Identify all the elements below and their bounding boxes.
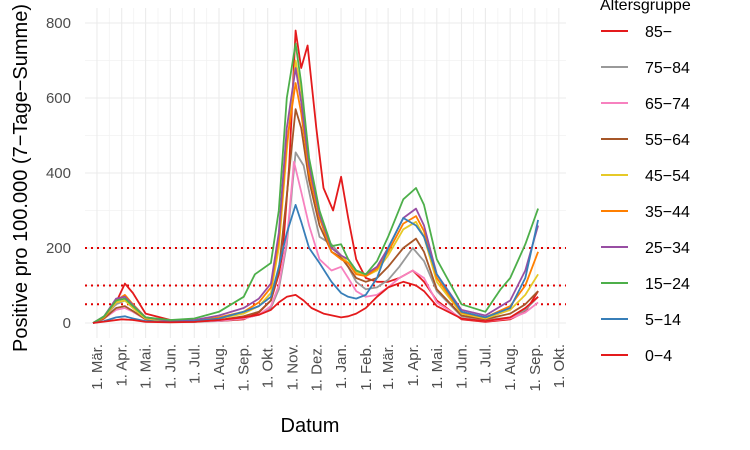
x-tick-label: 1. Okt. (260, 344, 277, 388)
series-lines (92, 29, 539, 324)
y-axis-title: Positive pro 100.000 (7−Tage−Summe) (10, 4, 32, 352)
x-tick-label: 1. Mär. (380, 344, 397, 390)
legend-label: 25−34 (645, 240, 690, 257)
series-line (92, 108, 539, 324)
y-tick-label: 600 (46, 90, 71, 107)
x-tick-label: 1. Aug. (502, 344, 519, 391)
x-tick-label: 1. Jul. (186, 344, 203, 384)
x-tick-label: 1. Feb. (358, 344, 375, 391)
y-axis-ticks: 0 200 400 600 800 (46, 15, 71, 332)
x-tick-label: 1. Mär. (89, 344, 106, 390)
legend-label: 0−4 (645, 348, 672, 365)
grid (85, 8, 566, 338)
legend-label: 15−24 (645, 276, 690, 293)
x-tick-label: 1. Apr. (405, 344, 422, 387)
y-tick-label: 200 (46, 240, 71, 257)
series-line (92, 280, 539, 324)
x-tick-label: 1. Sep. (236, 344, 253, 392)
legend-label: 65−74 (645, 96, 690, 113)
x-tick-label: 1. Jun. (162, 344, 179, 389)
x-tick-label: 1. Mai. (429, 344, 446, 389)
x-tick-label: 1. Jun. (454, 344, 471, 389)
series-line (92, 29, 539, 324)
legend: 85− 75−84 65−74 55−64 45−54 35−44 25−34 15−24 5−… (601, 24, 690, 365)
legend-label: 35−44 (645, 204, 690, 221)
x-tick-label: 1. Jul. (477, 344, 494, 384)
x-tick-label: 1. Dez. (308, 344, 325, 392)
y-tick-label: 0 (63, 315, 71, 332)
x-tick-label: 1. Okt. (551, 344, 568, 388)
x-axis-ticks: 1. Mär. 1. Apr. 1. Mai. 1. Jun. 1. Jul. 1. Au… (89, 344, 568, 392)
x-axis-title: Datum (281, 415, 340, 437)
legend-label: 75−84 (645, 60, 690, 77)
legend-label: 55−64 (645, 132, 690, 149)
x-tick-label: 1. Apr. (114, 344, 131, 387)
y-tick-label: 400 (46, 165, 71, 182)
y-tick-label: 800 (46, 15, 71, 32)
series-line (92, 151, 539, 324)
series-line (92, 67, 539, 324)
legend-label: 5−14 (645, 312, 681, 329)
legend-title: Altersgruppe (600, 0, 691, 14)
legend-label: 45−54 (645, 168, 690, 185)
x-tick-label: 1. Nov. (284, 344, 301, 390)
series-line (92, 42, 539, 324)
x-tick-label: 1. Mai. (138, 344, 155, 389)
x-tick-label: 1. Sep. (527, 344, 544, 392)
reference-lines (85, 247, 566, 306)
legend-label: 85− (645, 24, 672, 41)
x-tick-label: 1. Jan. (333, 344, 350, 389)
x-tick-label: 1. Aug. (211, 344, 228, 391)
